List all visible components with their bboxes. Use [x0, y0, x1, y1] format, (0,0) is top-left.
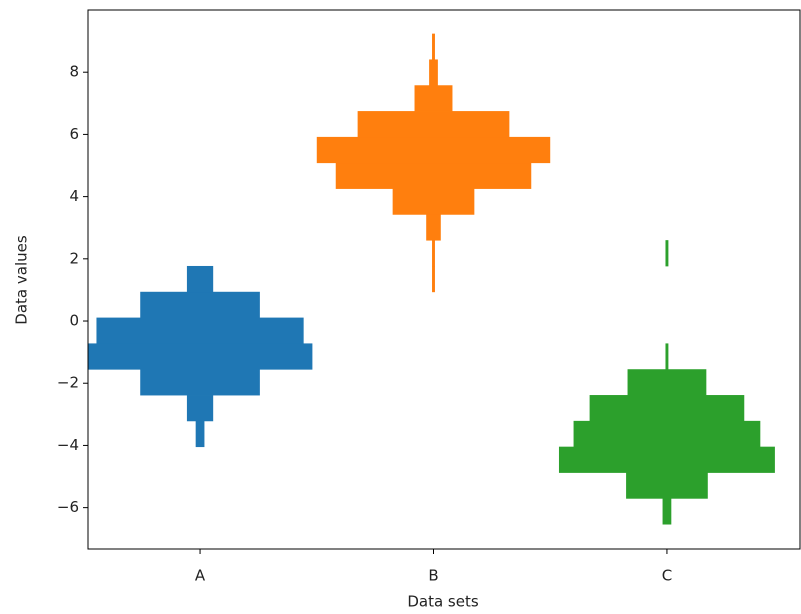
histogram-bar	[87, 343, 313, 370]
x-tick-label: C	[662, 567, 672, 585]
histogram-bar	[140, 369, 260, 396]
histogram-bar	[432, 265, 435, 293]
y-tick-label: −6	[57, 498, 79, 516]
histogram-bar	[573, 420, 761, 448]
histogram-bar	[316, 136, 551, 164]
histogram-bar	[429, 59, 438, 86]
histogram-bar	[96, 317, 304, 344]
y-tick-label: 2	[69, 249, 79, 267]
histogram-bar	[665, 343, 669, 370]
histogram-bar	[626, 472, 708, 499]
histogram-bar	[186, 265, 214, 293]
y-tick-label: −2	[57, 374, 79, 392]
y-tick-label: 0	[69, 312, 79, 330]
y-tick-label: 4	[69, 187, 79, 205]
histogram-bar	[140, 291, 260, 319]
plot-frame	[87, 9, 801, 550]
histogram-bar	[432, 240, 435, 267]
y-tick-label: −4	[57, 436, 79, 454]
x-tick-label: B	[428, 567, 438, 585]
histogram-bar	[414, 85, 453, 112]
histogram-bar	[665, 240, 669, 267]
histogram-bar	[662, 498, 672, 525]
histogram-bar	[392, 188, 475, 215]
histogram-bar	[426, 214, 441, 241]
y-tick-label: 8	[69, 63, 79, 81]
histogram-bar	[357, 111, 510, 138]
histogram-bar	[558, 446, 775, 473]
x-axis-label: Data sets	[407, 593, 479, 611]
histogram-bar	[195, 420, 205, 448]
histogram-bar	[335, 162, 532, 189]
y-axis-label: Data values	[13, 235, 31, 325]
histogram-bar	[627, 369, 707, 396]
histogram-bar	[432, 33, 435, 60]
histogram-bar	[186, 395, 214, 422]
y-tick-label: 6	[69, 125, 79, 143]
x-tick-label: A	[195, 567, 206, 585]
histogram-bar	[589, 395, 745, 422]
